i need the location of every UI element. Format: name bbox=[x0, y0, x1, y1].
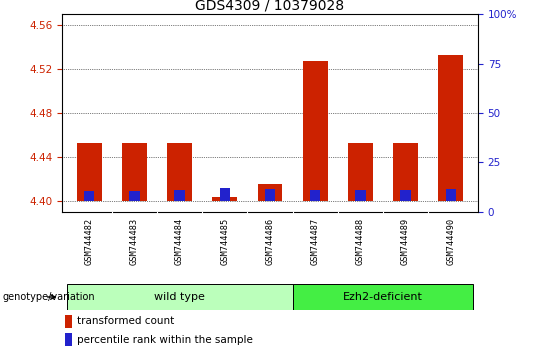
Bar bbox=[65, 315, 72, 328]
Bar bbox=[77, 143, 102, 201]
Bar bbox=[174, 190, 185, 201]
Bar bbox=[310, 190, 320, 201]
Bar bbox=[446, 189, 456, 201]
Text: Ezh2-deficient: Ezh2-deficient bbox=[343, 292, 423, 302]
Text: GSM744482: GSM744482 bbox=[85, 217, 94, 265]
Bar bbox=[84, 191, 94, 201]
Text: GSM744489: GSM744489 bbox=[401, 217, 410, 265]
Text: wild type: wild type bbox=[154, 292, 205, 302]
Text: GSM744487: GSM744487 bbox=[310, 217, 320, 265]
Bar bbox=[303, 61, 328, 201]
Text: GSM744483: GSM744483 bbox=[130, 217, 139, 265]
Text: GSM744485: GSM744485 bbox=[220, 217, 230, 265]
Text: transformed count: transformed count bbox=[77, 316, 174, 326]
Bar bbox=[348, 143, 373, 201]
Text: genotype/variation: genotype/variation bbox=[3, 292, 96, 302]
Bar bbox=[212, 198, 237, 201]
Bar bbox=[393, 143, 418, 201]
Text: GSM744490: GSM744490 bbox=[446, 217, 455, 265]
Text: GSM744484: GSM744484 bbox=[175, 217, 184, 265]
Bar bbox=[65, 333, 72, 346]
Bar bbox=[400, 190, 411, 201]
Bar bbox=[265, 189, 275, 201]
Bar bbox=[355, 190, 366, 201]
Bar bbox=[293, 284, 474, 310]
Bar bbox=[438, 55, 463, 201]
Text: percentile rank within the sample: percentile rank within the sample bbox=[77, 335, 253, 345]
Bar bbox=[122, 143, 147, 201]
Text: GSM744486: GSM744486 bbox=[266, 217, 274, 265]
Bar bbox=[129, 191, 140, 201]
Text: GSM744488: GSM744488 bbox=[356, 217, 365, 265]
Title: GDS4309 / 10379028: GDS4309 / 10379028 bbox=[195, 0, 345, 13]
Bar bbox=[167, 143, 192, 201]
Bar bbox=[66, 284, 293, 310]
Bar bbox=[220, 188, 230, 201]
Bar bbox=[258, 184, 282, 201]
